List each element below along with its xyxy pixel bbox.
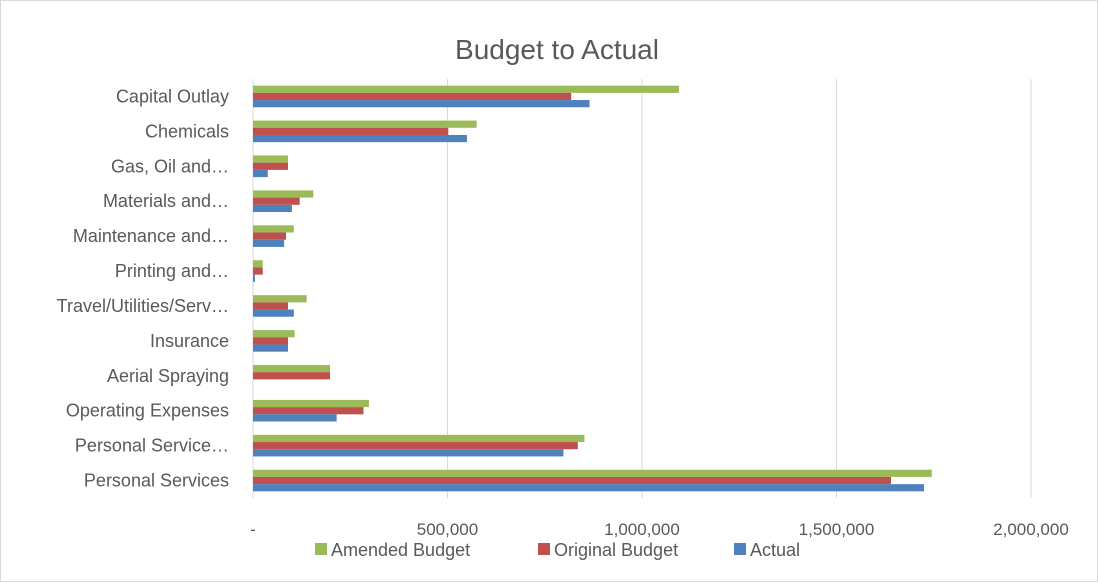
legend: Amended Budget Original Budget Actual: [315, 540, 800, 560]
category-label-chemicals: Chemicals: [145, 121, 229, 141]
x-tick-label-1: 500,000: [417, 520, 478, 539]
bar-original-budget-aerial-spraying: [253, 372, 331, 380]
legend-label-actual: Actual: [750, 540, 800, 560]
category-label-personal-services: Personal Services: [84, 471, 229, 491]
bar-actual-printing-and: [253, 274, 255, 282]
bar-original-budget-travel-utilities-serv: [253, 302, 289, 310]
x-tick-label-2: 1,000,000: [604, 520, 680, 539]
category-label-personal-service: Personal Service…: [75, 436, 229, 456]
category-label-gas-oil-and: Gas, Oil and…: [111, 156, 229, 176]
bar-actual-personal-service: [253, 449, 564, 457]
x-axis-tick-labels: - 500,000 1,000,000 1,500,000 2,000,000: [250, 520, 1069, 539]
bar-original-budget-materials-and: [253, 197, 300, 205]
category-label-operating-expenses: Operating Expenses: [66, 401, 229, 421]
bar-original-budget-insurance: [253, 337, 289, 345]
bar-actual-chemicals: [253, 134, 467, 143]
category-label-insurance: Insurance: [150, 331, 229, 351]
bar-actual-capital-outlay: [253, 100, 590, 108]
legend-label-original-budget: Original Budget: [554, 540, 678, 560]
legend-swatch-amended-budget: [315, 543, 327, 555]
bar-original-budget-capital-outlay: [253, 92, 572, 101]
category-label-travel-utilities-serv: Travel/Utilities/Serv…: [57, 296, 229, 316]
x-tick-label-4: 2,000,000: [993, 520, 1069, 539]
bar-amended-budget-personal-services: [253, 469, 932, 477]
bar-amended-budget-insurance: [253, 330, 295, 338]
bar-amended-budget-capital-outlay: [253, 85, 679, 93]
bar-original-budget-maintenance-and: [253, 232, 287, 240]
x-tick-label-0: -: [250, 520, 256, 539]
bar-amended-budget-aerial-spraying: [253, 364, 331, 373]
gridlines: [252, 79, 1032, 498]
bar-amended-budget-chemicals: [253, 120, 477, 128]
bar-amended-budget-operating-expenses: [253, 399, 369, 408]
bar-amended-budget-materials-and: [253, 190, 314, 198]
bar-original-budget-chemicals: [253, 127, 449, 135]
x-tick-label-3: 1,500,000: [799, 520, 875, 539]
bar-original-budget-personal-service: [253, 442, 578, 450]
bars: [253, 85, 932, 492]
bar-amended-budget-maintenance-and: [253, 225, 294, 233]
bar-amended-budget-gas-oil-and: [253, 155, 289, 163]
category-label-aerial-spraying: Aerial Spraying: [107, 366, 229, 386]
bar-amended-budget-personal-service: [253, 434, 585, 443]
bar-original-budget-gas-oil-and: [253, 162, 289, 170]
bar-actual-personal-services: [253, 484, 925, 492]
bar-amended-budget-travel-utilities-serv: [253, 295, 307, 303]
legend-swatch-actual: [734, 543, 746, 555]
category-label-capital-outlay: Capital Outlay: [116, 86, 229, 106]
category-label-printing-and: Printing and…: [115, 261, 229, 281]
bar-original-budget-operating-expenses: [253, 407, 364, 415]
bar-actual-travel-utilities-serv: [253, 309, 294, 317]
bar-actual-operating-expenses: [253, 414, 337, 422]
bar-amended-budget-printing-and: [253, 260, 263, 268]
chart-title: Budget to Actual: [455, 34, 659, 65]
bar-actual-maintenance-and: [253, 239, 285, 247]
category-labels: Capital Outlay Chemicals Gas, Oil and… Mate…: [57, 86, 229, 490]
legend-swatch-original-budget: [538, 543, 550, 555]
bar-actual-materials-and: [253, 204, 292, 213]
category-label-materials-and: Materials and…: [103, 191, 229, 211]
bar-original-budget-personal-services: [253, 476, 891, 485]
legend-label-amended-budget: Amended Budget: [331, 540, 470, 560]
category-label-maintenance-and: Maintenance and…: [73, 226, 229, 246]
bar-actual-gas-oil-and: [253, 169, 268, 178]
bar-actual-insurance: [253, 344, 289, 352]
bar-original-budget-printing-and: [253, 267, 263, 275]
